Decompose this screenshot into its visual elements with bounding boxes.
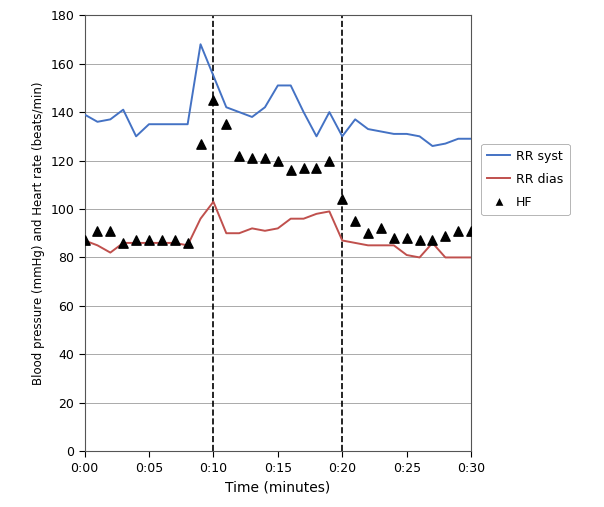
Point (183, 239, 193, 247)
Point (389, 234, 399, 242)
Point (247, 154, 257, 162)
Point (376, 224, 386, 232)
Point (196, 139, 205, 148)
Point (92, 227, 102, 235)
Point (350, 217, 360, 225)
Point (415, 236, 425, 244)
Point (260, 154, 270, 162)
Legend: RR syst, RR dias, HF: RR syst, RR dias, HF (481, 143, 570, 215)
Point (428, 236, 437, 244)
Point (118, 239, 128, 247)
Point (466, 227, 476, 235)
Point (222, 120, 231, 128)
Point (299, 164, 309, 172)
Point (131, 236, 141, 244)
Point (106, 227, 115, 235)
Point (363, 229, 373, 237)
Point (234, 152, 244, 160)
Point (338, 195, 347, 203)
Point (208, 96, 218, 104)
Point (286, 166, 295, 174)
Point (454, 227, 463, 235)
Point (324, 157, 334, 165)
Y-axis label: Blood pressure (mmHg) and Heart rate (beats/min): Blood pressure (mmHg) and Heart rate (be… (32, 82, 45, 385)
Point (273, 157, 283, 165)
Point (157, 236, 167, 244)
Point (80, 236, 89, 244)
Point (170, 236, 179, 244)
Point (440, 232, 450, 240)
Point (402, 234, 411, 242)
Point (144, 236, 154, 244)
X-axis label: Time (minutes): Time (minutes) (225, 480, 330, 494)
Point (312, 164, 321, 172)
